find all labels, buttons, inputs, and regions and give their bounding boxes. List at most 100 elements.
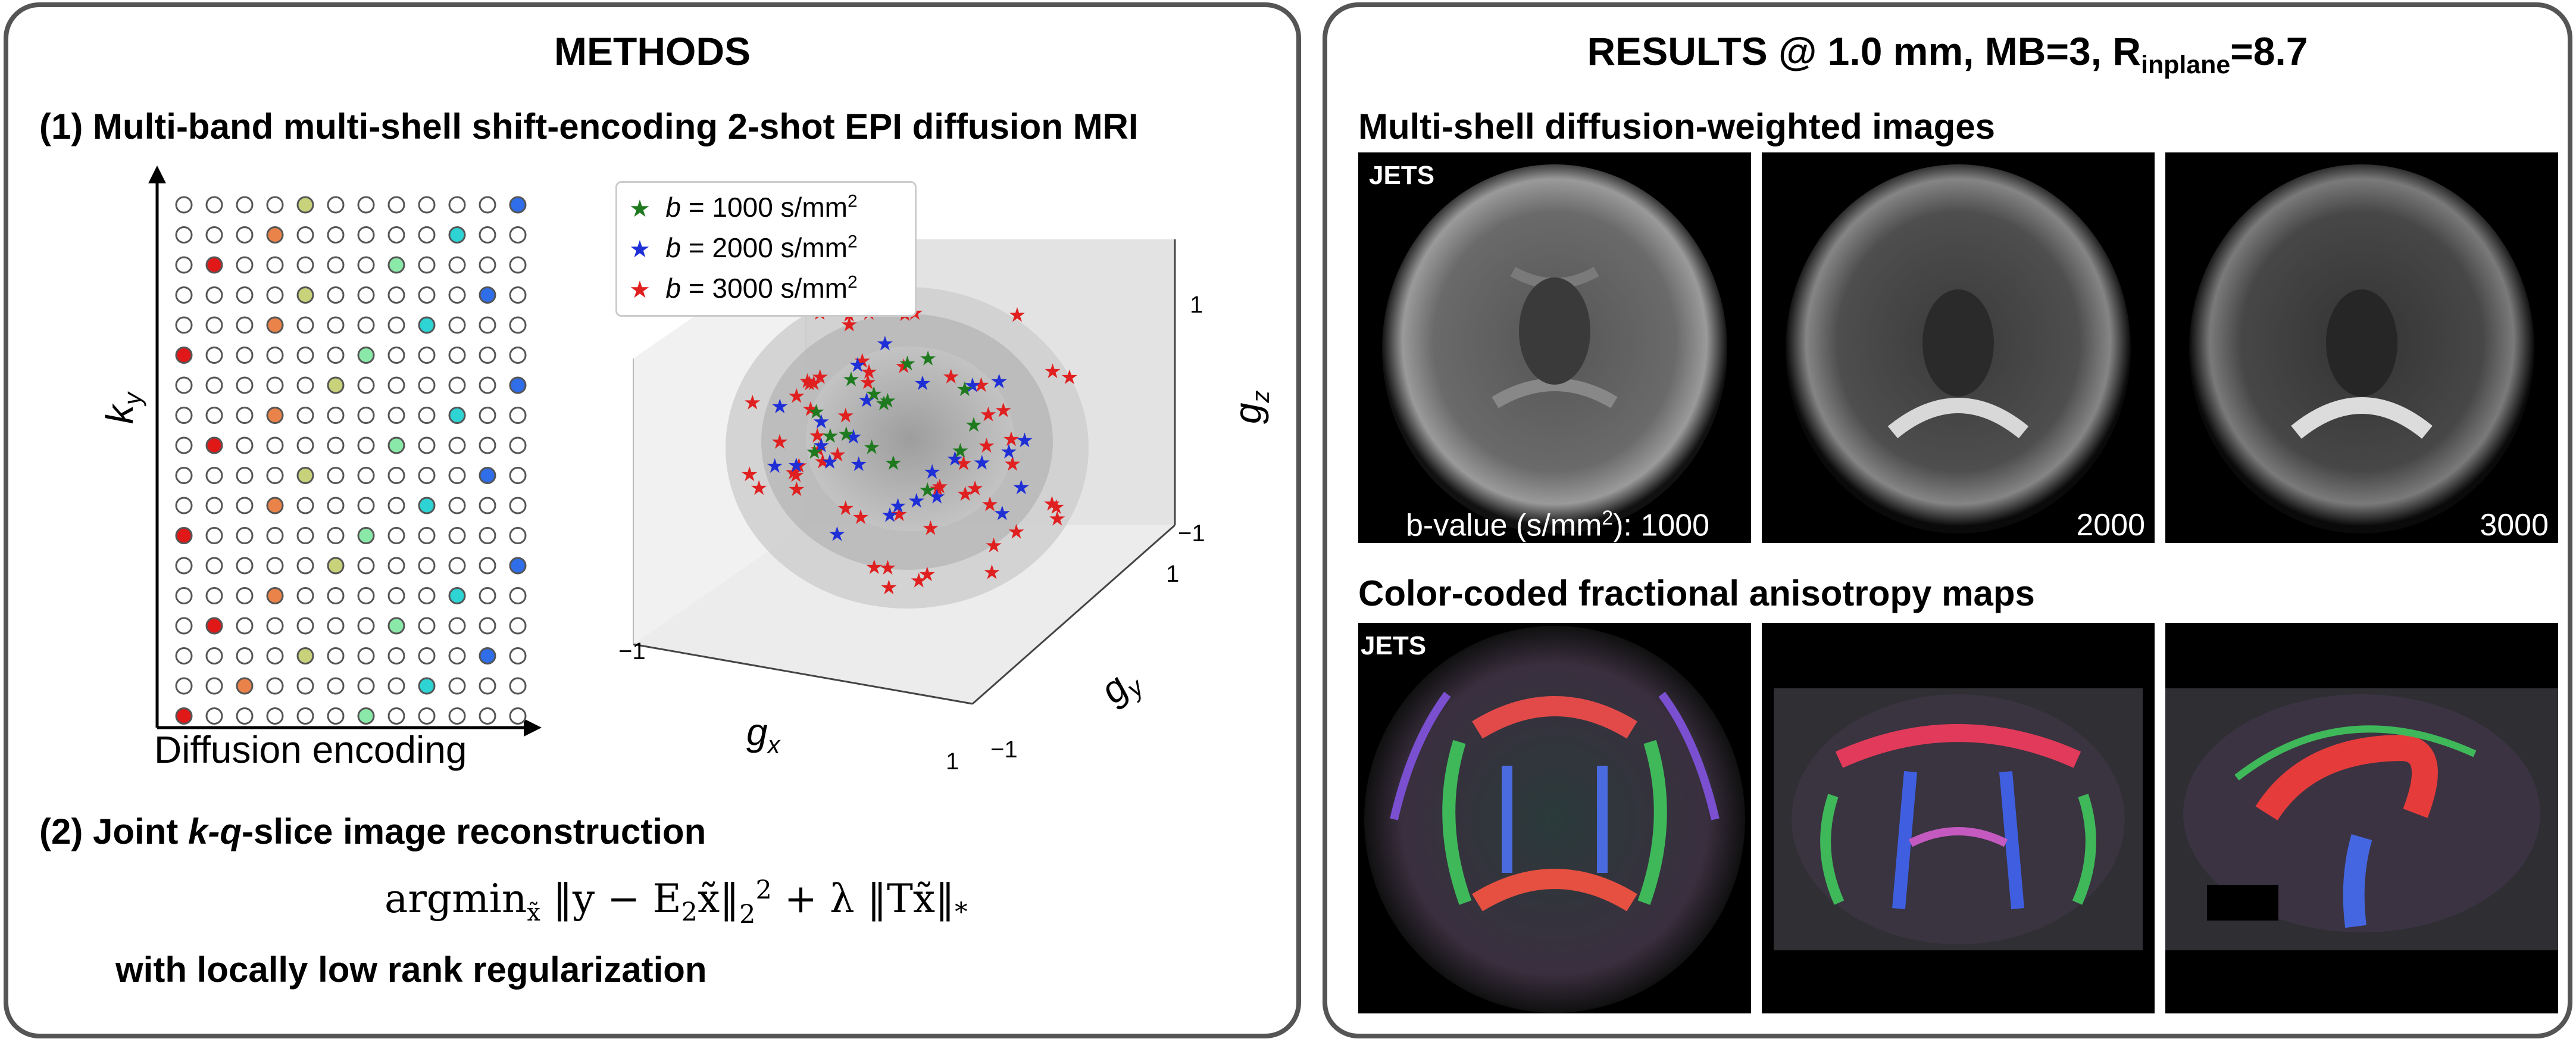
empty-dot [175, 407, 193, 424]
empty-dot [509, 617, 527, 635]
y-tick-back: −1 [990, 737, 1018, 763]
empty-dot [266, 617, 284, 635]
direction-star: ★ [910, 569, 928, 592]
direction-star: ★ [881, 504, 899, 527]
empty-dot [387, 316, 405, 334]
direction-star: ★ [1003, 453, 1021, 475]
direction-star: ★ [862, 436, 880, 459]
direction-star: ★ [787, 385, 805, 408]
empty-dot [479, 226, 496, 244]
empty-dot [205, 376, 223, 394]
empty-dot [418, 587, 436, 604]
sampled-dot [296, 647, 314, 664]
empty-dot [175, 376, 193, 394]
sampled-dot [387, 436, 405, 454]
sampled-dot [175, 707, 193, 725]
legend: ★ b = 1000 s/mm2 ★ b = 2000 s/mm2 ★ b = … [615, 181, 917, 317]
direction-star: ★ [853, 350, 871, 373]
empty-dot [205, 316, 223, 334]
sampled-dot [205, 617, 223, 635]
x-tick-right: 1 [946, 748, 959, 775]
empty-dot [448, 617, 466, 635]
sampled-dot [357, 347, 375, 364]
direction-star: ★ [918, 563, 936, 586]
empty-dot [387, 347, 405, 364]
direction-star: ★ [983, 561, 1001, 584]
empty-dot [205, 587, 223, 604]
empty-dot [327, 647, 345, 664]
empty-dot [266, 286, 284, 304]
empty-dot [236, 647, 254, 664]
empty-dot [236, 707, 254, 725]
direction-star: ★ [966, 477, 984, 500]
direction-star: ★ [771, 395, 789, 418]
empty-dot [448, 497, 466, 514]
sampled-dot [448, 226, 466, 244]
empty-dot [296, 677, 314, 695]
empty-dot [418, 557, 436, 575]
direction-star: ★ [879, 557, 896, 579]
empty-dot [266, 677, 284, 695]
fa-heading: Color-coded fractional anisotropy maps [1358, 573, 2035, 613]
empty-dot [509, 647, 527, 664]
empty-dot [418, 196, 436, 214]
empty-dot [266, 347, 284, 364]
empty-dot [509, 226, 527, 244]
sampled-dot [387, 617, 405, 635]
direction-star: ★ [972, 374, 990, 397]
direction-star: ★ [921, 517, 939, 540]
empty-dot [175, 256, 193, 274]
empty-dot [448, 467, 466, 484]
bvalue-label-3000: 3000 [2480, 508, 2549, 542]
direction-star: ★ [821, 425, 839, 448]
sampled-dot [266, 587, 284, 604]
empty-dot [327, 316, 345, 334]
fa-map-axial: JETS [1358, 623, 1751, 1013]
direction-star: ★ [977, 435, 995, 457]
empty-dot [387, 707, 405, 725]
legend-item-b3000: ★ b = 3000 s/mm2 [629, 272, 858, 304]
empty-dot [236, 196, 254, 214]
empty-dot [357, 587, 375, 604]
empty-dot [418, 407, 436, 424]
empty-dot [205, 497, 223, 514]
direction-star: ★ [884, 452, 902, 475]
direction-star: ★ [787, 478, 805, 501]
empty-dot [296, 527, 314, 544]
empty-dot [509, 286, 527, 304]
empty-dot [327, 467, 345, 484]
empty-dot [266, 467, 284, 484]
empty-dot [205, 407, 223, 424]
direction-star: ★ [956, 483, 974, 506]
empty-dot [418, 436, 436, 454]
empty-dot [479, 256, 496, 274]
direction-star: ★ [981, 494, 999, 516]
direction-star: ★ [821, 451, 839, 473]
direction-star: ★ [809, 438, 827, 461]
empty-dot [448, 196, 466, 214]
empty-dot [327, 256, 345, 274]
sampled-dot [357, 707, 375, 725]
empty-dot [296, 376, 314, 394]
sampled-dot [479, 467, 496, 484]
empty-dot [236, 436, 254, 454]
direction-star: ★ [875, 392, 893, 415]
empty-dot [387, 497, 405, 514]
empty-dot [236, 316, 254, 334]
empty-dot [205, 557, 223, 575]
direction-star: ★ [895, 355, 912, 378]
empty-dot [266, 707, 284, 725]
direction-star: ★ [994, 400, 1012, 422]
direction-star: ★ [1007, 520, 1025, 543]
methods-title: METHODS [554, 29, 751, 73]
sampled-dot [479, 647, 496, 664]
direction-star: ★ [836, 497, 854, 520]
reconstruction-formula: argminx̃ ‖y − E2x̃‖22 + λ ‖Tx̃‖* [384, 875, 968, 930]
empty-dot [205, 226, 223, 244]
empty-dot [236, 256, 254, 274]
empty-dot [175, 316, 193, 334]
empty-dot [418, 647, 436, 664]
empty-dot [266, 647, 284, 664]
direction-star: ★ [812, 411, 830, 433]
x-tick-left: −1 [618, 638, 646, 664]
